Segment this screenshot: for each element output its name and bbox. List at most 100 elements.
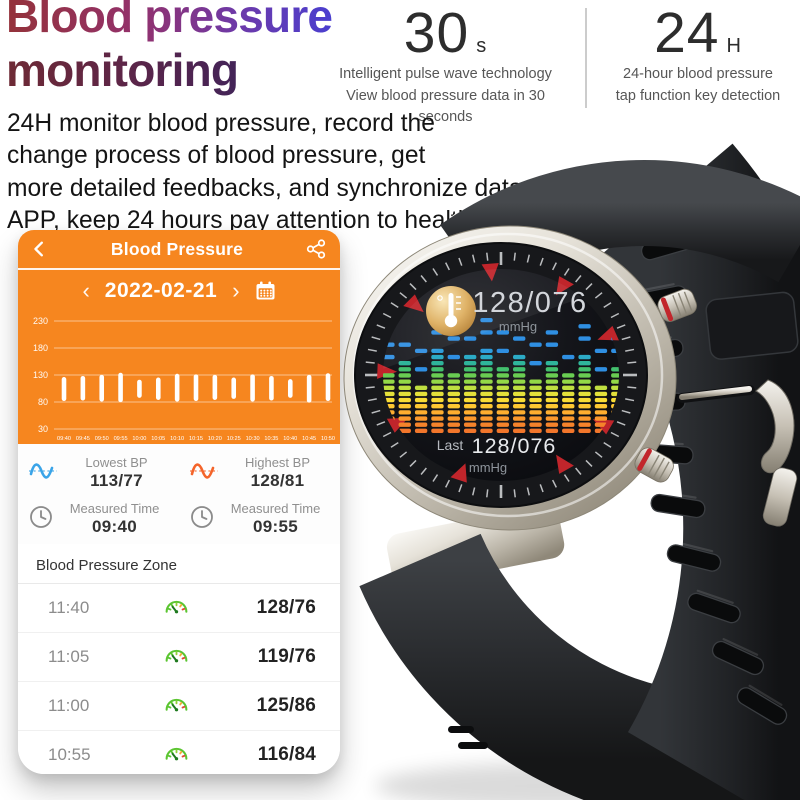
chart-x-label: 10:30 [246, 436, 260, 442]
strap-slot [736, 684, 788, 725]
zone-row-value: 116/84 [257, 744, 316, 765]
calendar-icon[interactable] [255, 281, 276, 301]
chart-x-label: 10:15 [189, 436, 203, 442]
stat-24h: 24 H 24-hour blood pressure tap function … [600, 1, 796, 107]
summary-cell-highest-bp: Highest BP 128/81 [179, 450, 340, 496]
chart-x-label: 10:40 [283, 436, 297, 442]
app-orange-section: Blood Pressure ‹ 2022-02-21 › [18, 230, 340, 444]
zone-list: 11:40 128/76 11:05 119/76 11:00 125/86 10:5… [18, 584, 340, 774]
summary-value: 128/81 [250, 471, 305, 490]
summary-label: Measured Time [69, 501, 160, 516]
chart-y-label: 80 [38, 397, 48, 407]
bp-last-unit: mmHg [469, 460, 507, 475]
chart-x-label: 09:50 [95, 436, 109, 442]
stat-30s-unit: s [476, 35, 488, 57]
stat-24h-unit: H [726, 35, 742, 57]
app-title: Blood Pressure [110, 238, 244, 259]
chart-x-label: 10:05 [151, 436, 165, 442]
bp-current-unit: mmHg [499, 319, 537, 334]
chart-x-label: 10:25 [227, 436, 241, 442]
back-icon[interactable] [31, 240, 49, 258]
strap-slot [711, 638, 765, 676]
date-nav: ‹ 2022-02-21 › [18, 270, 340, 312]
chart-x-label: 10:35 [264, 436, 278, 442]
stat-24h-caption-2: tap function key detection [615, 87, 781, 104]
description: 24H monitor blood pressure, record the c… [7, 108, 550, 238]
next-date-button[interactable]: › [232, 278, 240, 303]
gauge-icon [120, 596, 232, 620]
date-label[interactable]: 2022-02-21 [104, 279, 218, 302]
gauge-icon [120, 694, 232, 718]
zone-title: Blood Pressure Zone [18, 544, 340, 584]
zone-row[interactable]: 10:55 116/84 [18, 731, 340, 774]
chart-y-label: 30 [38, 424, 48, 434]
zone-row[interactable]: 11:05 119/76 [18, 633, 340, 682]
bp-equalizer-bars [383, 317, 619, 433]
chart-y-label: 180 [33, 343, 48, 353]
chart-x-label: 09:40 [57, 436, 71, 442]
zone-row-time: 11:05 [48, 647, 90, 666]
stat-30s-caption-2: View blood pressure data in 30 seconds [346, 87, 545, 126]
stats-divider [585, 8, 587, 108]
gauge-icon [120, 645, 232, 669]
chart-x-label: 10:10 [170, 436, 184, 442]
description-line: APP, keep 24 hours pay attention to heal… [7, 207, 479, 235]
chart-x-label: 10:20 [208, 436, 222, 442]
chart-x-label: 10:50 [321, 436, 335, 442]
buckle-pin [679, 386, 752, 400]
bp-summary: Lowest BP 113/77 Highest BP 128/81 Measu… [18, 444, 340, 544]
chart-x-label: 10:45 [302, 436, 316, 442]
gauge-icon [120, 743, 232, 767]
watch-strap-right [586, 143, 800, 800]
summary-value: 09:55 [253, 517, 298, 536]
chart-y-label: 230 [33, 316, 48, 326]
bp-current-value: 128/076 [472, 287, 587, 319]
stat-30s-value: 30 s [403, 1, 488, 65]
chart-x-label: 09:55 [114, 436, 128, 442]
prev-date-button[interactable]: ‹ [82, 278, 90, 303]
strap-slot [650, 490, 706, 519]
bp-reading-icon [426, 286, 476, 336]
zone-row-value: 128/76 [256, 597, 316, 618]
summary-cell-measured-time: Measured Time 09:55 [179, 496, 340, 542]
description-line: more detailed feedbacks, and synchronize… [7, 174, 550, 202]
summary-value: 09:40 [92, 517, 137, 536]
bp-app-card: Blood Pressure ‹ 2022-02-21 › [18, 230, 340, 774]
bezel-tick-marks [365, 252, 637, 498]
app-header: Blood Pressure [18, 230, 340, 270]
stat-30s-caption-1: Intelligent pulse wave technology [339, 65, 552, 82]
strap-keeper [705, 291, 799, 360]
watch-crown-bottom[interactable] [632, 445, 677, 486]
bp-chart: 230 180 130 80 30 09:40 09:45 09:50 09:55 10:00 10… [33, 316, 335, 442]
zone-row-value: 119/76 [257, 646, 316, 667]
zone-row-time: 10:55 [48, 745, 91, 764]
title-line2: monitoring [6, 43, 239, 96]
clock-icon [28, 504, 54, 535]
page-title: Blood pressure monitoring [6, 0, 333, 98]
summary-value: 113/77 [90, 471, 143, 490]
clock-icon [189, 504, 215, 535]
chart-y-label: 130 [33, 370, 48, 380]
zone-row-value: 125/86 [256, 695, 316, 716]
smartwatch: 128/076 mmHg Last 128/076 mmHg [343, 143, 800, 800]
zone-row[interactable]: 11:40 128/76 [18, 584, 340, 633]
summary-label: Highest BP [244, 455, 311, 470]
strap-slot [687, 589, 741, 624]
bp-last-label: Last [437, 437, 464, 453]
description-line: 24H monitor blood pressure, record the [7, 110, 435, 137]
buckle-tongue [755, 379, 795, 474]
share-icon[interactable] [305, 238, 327, 260]
summary-cell-measured-time: Measured Time 09:40 [18, 496, 179, 542]
summary-label: Lowest BP [85, 455, 148, 470]
title-line1: Blood pressure [6, 0, 333, 44]
wave-orange-icon [189, 460, 219, 487]
summary-cell-lowest-bp: Lowest BP 113/77 [18, 450, 179, 496]
bp-last-value: 128/076 [472, 434, 557, 458]
zone-row[interactable]: 11:00 125/86 [18, 682, 340, 731]
wave-blue-icon [28, 460, 58, 487]
stat-30s: 30 s Intelligent pulse wave technology Vi… [318, 1, 573, 129]
watch-crown-top[interactable] [655, 287, 699, 325]
strap-slot [666, 541, 722, 572]
stat-24h-value: 24 H [654, 1, 742, 65]
